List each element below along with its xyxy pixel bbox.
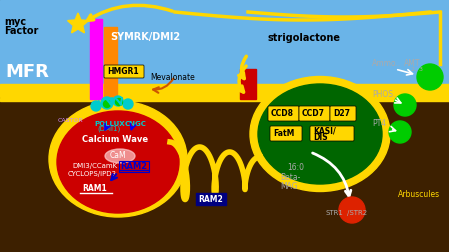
Text: CASTOR: CASTOR <box>58 118 84 123</box>
Text: HMGR1: HMGR1 <box>107 68 139 77</box>
Polygon shape <box>67 13 88 33</box>
Text: PHOS.: PHOS. <box>372 90 396 99</box>
Text: Calcium Wave: Calcium Wave <box>82 135 148 144</box>
Text: RAM2: RAM2 <box>120 162 147 171</box>
Circle shape <box>389 121 411 143</box>
Ellipse shape <box>57 111 179 213</box>
Text: CCD8: CCD8 <box>271 110 294 118</box>
Text: 2, 3: 2, 3 <box>411 67 423 72</box>
Circle shape <box>104 101 110 108</box>
Ellipse shape <box>49 101 187 217</box>
Text: MFR: MFR <box>5 63 49 81</box>
Text: D27: D27 <box>333 110 350 118</box>
Bar <box>0 98 449 101</box>
Text: strigolactone: strigolactone <box>268 33 341 43</box>
Bar <box>80 183 112 193</box>
Bar <box>90 19 102 99</box>
FancyBboxPatch shape <box>310 126 354 141</box>
Text: /STR2: /STR2 <box>347 210 367 216</box>
Text: 16:0: 16:0 <box>287 163 304 172</box>
Text: RAM1: RAM1 <box>82 184 107 193</box>
Bar <box>0 84 449 97</box>
FancyBboxPatch shape <box>268 106 299 121</box>
Bar <box>0 87 449 252</box>
FancyBboxPatch shape <box>104 65 144 78</box>
Text: SYMRK/DMI2: SYMRK/DMI2 <box>110 32 180 42</box>
Text: KASI/: KASI/ <box>313 127 336 136</box>
Ellipse shape <box>105 149 135 163</box>
Text: AMT: AMT <box>404 59 421 68</box>
Text: FatM: FatM <box>273 130 295 139</box>
Text: myc: myc <box>4 17 26 27</box>
Text: MAG: MAG <box>280 182 298 191</box>
Text: DMI3/CCamK: DMI3/CCamK <box>72 163 117 169</box>
Text: (DMI1): (DMI1) <box>97 126 120 133</box>
FancyBboxPatch shape <box>330 106 356 121</box>
FancyBboxPatch shape <box>270 126 302 141</box>
Bar <box>104 27 117 99</box>
Text: STR1: STR1 <box>325 210 343 216</box>
Text: Beta-: Beta- <box>280 173 300 182</box>
Bar <box>196 193 226 205</box>
Circle shape <box>339 197 365 223</box>
Text: CNGC: CNGC <box>125 121 147 127</box>
Ellipse shape <box>258 84 382 184</box>
Text: CCD7: CCD7 <box>302 110 325 118</box>
Text: CaM: CaM <box>110 151 127 161</box>
Circle shape <box>91 101 101 111</box>
Bar <box>240 69 256 99</box>
Ellipse shape <box>250 77 390 192</box>
Circle shape <box>394 94 416 116</box>
Text: POLLUX: POLLUX <box>94 121 125 127</box>
Text: Factor: Factor <box>4 26 38 36</box>
Text: Mevalonate: Mevalonate <box>150 73 195 82</box>
Text: PT4: PT4 <box>372 119 386 128</box>
Text: CYCLOPS/IPD3: CYCLOPS/IPD3 <box>68 171 117 177</box>
Circle shape <box>115 99 123 106</box>
Text: Ammo..: Ammo.. <box>372 59 401 68</box>
Circle shape <box>101 97 113 109</box>
Text: RAM2: RAM2 <box>198 195 223 204</box>
Text: DIS: DIS <box>313 133 328 142</box>
FancyBboxPatch shape <box>299 106 330 121</box>
Circle shape <box>123 99 133 109</box>
Circle shape <box>113 96 123 106</box>
Text: Arbuscules: Arbuscules <box>398 190 440 199</box>
Circle shape <box>417 64 443 90</box>
Bar <box>0 0 449 87</box>
